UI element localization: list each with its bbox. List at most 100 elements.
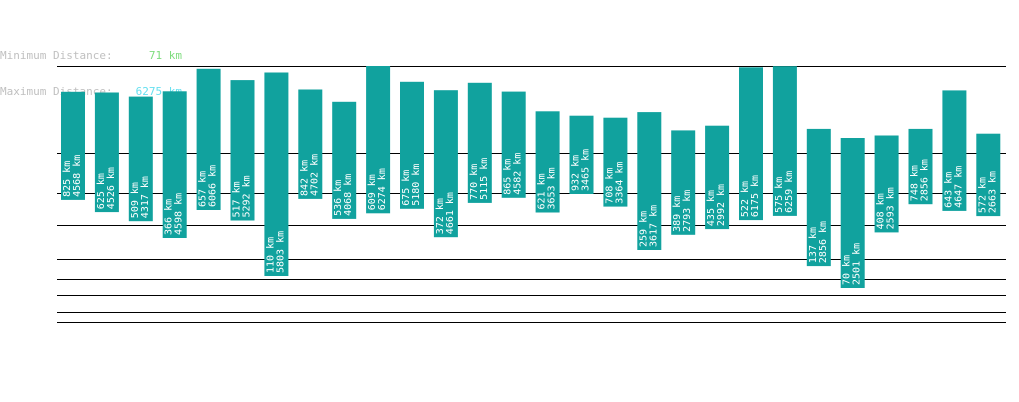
bar-max-label: 3465 km — [581, 149, 592, 191]
bar-max-label: 6175 km — [750, 175, 761, 217]
distance-bar — [94, 92, 119, 213]
distance-bar — [772, 66, 797, 216]
bar-max-label: 4582 km — [513, 153, 524, 195]
bar-max-label: 4568 km — [72, 155, 83, 197]
bar-group: 770 km 5115 km — [467, 82, 492, 203]
distance-bar — [535, 111, 560, 213]
bar-min-label: 259 km — [638, 211, 649, 247]
bar-group: 865 km 4582 km — [501, 91, 526, 198]
bar-max-label: 2856 km — [920, 159, 931, 201]
bar-group: 435 km 2992 km — [705, 125, 730, 230]
bar-min-label: 536 km — [333, 180, 344, 216]
bar-max-label: 2593 km — [886, 187, 897, 229]
bar-max-label: 5292 km — [242, 175, 253, 217]
bar-group: 609 km 6274 km — [366, 66, 391, 214]
bar-max-label: 6259 km — [784, 171, 795, 213]
min-distance-label: Minimum Distance: — [0, 49, 113, 62]
bar-max-label: 2663 km — [987, 171, 998, 213]
distance-bar — [603, 117, 628, 207]
bar-group: 522 km 6175 km — [739, 67, 763, 221]
bar-min-label: 748 km — [910, 165, 921, 201]
bar-min-label: 389 km — [672, 196, 683, 232]
bar-group: 657 km 6066 km — [196, 68, 221, 210]
distance-bar — [433, 90, 458, 238]
distance-bar — [196, 68, 221, 210]
bar-group: 536 km 4068 km — [332, 101, 357, 219]
distance-bar — [264, 72, 289, 276]
bar-group: 110 km 5803 km — [264, 72, 289, 276]
bar-max-label: 3364 km — [614, 162, 625, 204]
bar-min-label: 572 km — [977, 177, 988, 213]
bar-group: 825 km 4568 km — [61, 91, 85, 200]
bar-group: 509 km 4317 km — [128, 96, 153, 222]
bar-min-label: 110 km — [265, 237, 276, 273]
bar-min-label: 657 km — [198, 171, 209, 207]
bar-max-label: 4526 km — [106, 167, 117, 209]
bar-min-label: 575 km — [774, 177, 785, 213]
bar-min-label: 522 km — [740, 181, 751, 217]
legend-min-row: Minimum Distance: 71 km — [0, 50, 182, 62]
bar-max-label: 6274 km — [377, 168, 388, 210]
distance-bar — [162, 91, 187, 238]
bar-min-label: 842 km — [299, 160, 310, 196]
bar-group: 517 km 5292 km — [230, 80, 255, 221]
distance-bar — [705, 125, 730, 230]
bar-min-label: 625 km — [96, 173, 107, 209]
distance-bar — [637, 112, 662, 250]
bar-max-label: 4068 km — [343, 174, 354, 216]
bar-min-label: 675 km — [401, 170, 412, 206]
bar-min-label: 517 km — [232, 181, 243, 217]
distance-bar — [739, 67, 763, 221]
distance-bar — [569, 115, 594, 194]
bar-max-label: 3617 km — [648, 205, 659, 247]
bar-group: 137 km 2856 km — [806, 128, 831, 267]
distance-bar — [332, 101, 357, 219]
bar-group: 408 km 2593 km — [874, 135, 899, 233]
bar-group: 842 km 4702 km — [298, 89, 323, 199]
bar-min-label: 932 km — [571, 155, 582, 191]
distance-bar — [501, 91, 526, 198]
bar-min-label: 372 km — [435, 198, 446, 234]
bar-max-label: 5803 km — [275, 231, 286, 273]
bar-max-label: 4702 km — [309, 154, 320, 196]
bar-min-label: 770 km — [469, 164, 480, 200]
bar-min-label: 70 km — [842, 255, 853, 285]
bar-max-label: 4598 km — [174, 193, 185, 235]
distance-bar — [366, 66, 391, 214]
distance-bar — [976, 133, 1001, 217]
bar-min-label: 865 km — [503, 159, 514, 195]
bar-max-label: 4647 km — [953, 166, 964, 208]
distance-bar — [61, 91, 85, 200]
bar-min-label: 609 km — [367, 174, 378, 210]
bar-group: 932 km 3465 km — [569, 115, 594, 194]
bar-max-label: 4661 km — [445, 192, 456, 234]
bar-max-label: 2793 km — [682, 190, 693, 232]
bar-group: 708 km 3364 km — [603, 117, 628, 207]
bar-group: 621 km 3653 km — [535, 111, 560, 213]
bar-max-label: 2992 km — [716, 184, 727, 226]
distance-bar — [298, 89, 323, 199]
bar-max-label: 4317 km — [140, 176, 151, 218]
bar-min-label: 435 km — [706, 190, 717, 226]
bar-group: 372 km 4661 km — [433, 90, 458, 238]
bar-min-label: 621 km — [537, 173, 548, 209]
bar-min-label: 366 km — [164, 199, 175, 235]
bar-group: 625 km 4526 km — [94, 92, 119, 213]
bar-min-label: 708 km — [604, 168, 615, 204]
distance-bar — [230, 80, 255, 221]
distance-bar — [908, 128, 933, 205]
bar-group: 259 km 3617 km — [637, 112, 662, 250]
bar-max-label: 5115 km — [479, 158, 490, 200]
bar-group: 366 km 4598 km — [162, 91, 187, 238]
bar-group: 643 km 4647 km — [942, 90, 967, 211]
distance-bar — [874, 135, 899, 233]
bar-group: 575 km 6259 km — [772, 66, 797, 216]
bar-group: 70 km 2501 km — [840, 138, 865, 288]
bar-min-label: 137 km — [808, 227, 819, 263]
distance-bar — [942, 90, 967, 211]
distance-bar — [840, 138, 865, 288]
bar-max-label: 3653 km — [547, 167, 558, 209]
bar-min-label: 509 km — [130, 182, 141, 218]
bar-max-label: 5180 km — [411, 164, 422, 206]
